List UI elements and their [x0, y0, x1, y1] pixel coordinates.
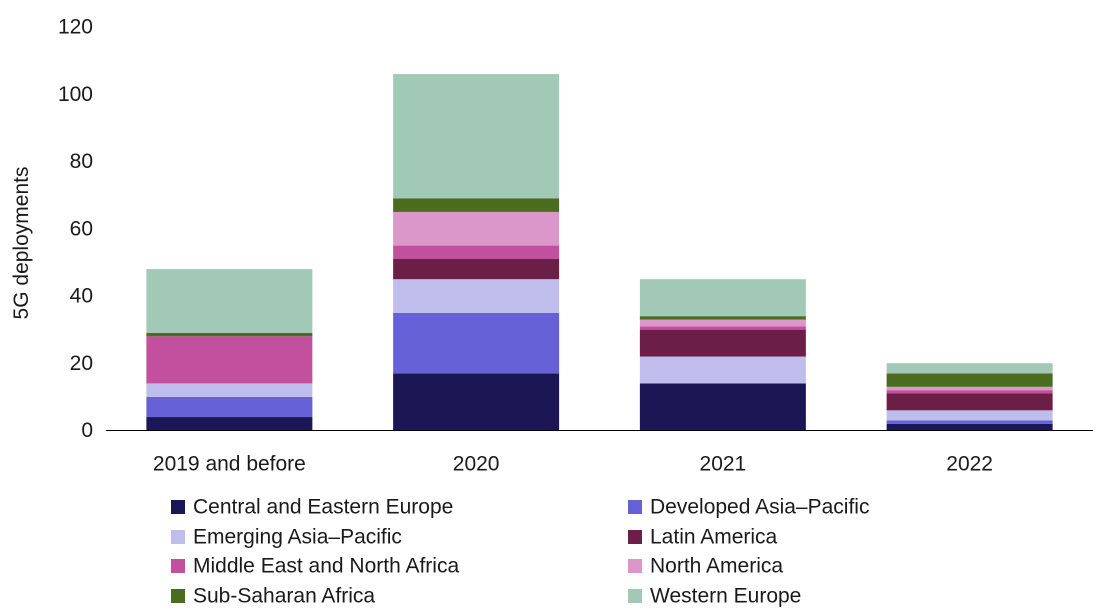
bar-segment	[146, 417, 313, 431]
legend-swatch	[628, 589, 642, 603]
bars	[146, 74, 1053, 431]
y-tick-label: 0	[81, 419, 93, 442]
bar-segment	[393, 373, 560, 431]
y-axis-ticks: 0 20 40 60 80 100 120	[58, 16, 93, 443]
bar-segment	[393, 245, 560, 260]
legend-label: Emerging Asia–Pacific	[193, 526, 402, 549]
legend-swatch	[171, 530, 185, 544]
x-tick-label: 2020	[453, 453, 500, 476]
legend-item: Emerging Asia–Pacific	[171, 526, 402, 549]
legend-item: Developed Asia–Pacific	[628, 496, 869, 519]
bar-segment	[393, 198, 560, 212]
y-tick-label: 40	[70, 285, 93, 308]
x-axis-ticks: 2019 and before 2020 2021 2022	[153, 453, 993, 476]
bar-segment	[886, 393, 1053, 411]
legend-swatch	[171, 500, 185, 514]
legend-swatch	[171, 589, 185, 603]
y-axis-title: 5G deployments	[10, 167, 33, 320]
bar-segment	[393, 312, 560, 374]
bar-segment	[886, 410, 1053, 421]
legend-label: Middle East and North Africa	[193, 555, 459, 578]
bar-segment	[639, 329, 806, 357]
bar-segment	[146, 336, 313, 384]
bar-segment	[886, 386, 1053, 391]
legend-swatch	[628, 559, 642, 573]
bar-segment	[146, 332, 313, 337]
bar-segment	[146, 383, 313, 397]
bar-segment	[639, 356, 806, 384]
bar-segment	[886, 363, 1053, 374]
bar-segment	[886, 423, 1053, 431]
legend-item: North America	[628, 555, 783, 578]
bar-segment	[393, 279, 560, 313]
legend-item: Middle East and North Africa	[171, 555, 459, 578]
bar-segment	[393, 74, 560, 199]
y-tick-label: 60	[70, 217, 93, 240]
legend-label: Developed Asia–Pacific	[650, 496, 869, 519]
bar-segment	[639, 326, 806, 330]
legend-item: Central and Eastern Europe	[171, 496, 453, 519]
legend-swatch	[628, 500, 642, 514]
x-tick-label: 2019 and before	[153, 453, 306, 476]
legend-label: Western Europe	[650, 585, 801, 608]
y-tick-label: 80	[70, 150, 93, 173]
bar-segment	[393, 259, 560, 280]
legend: Central and Eastern Europe Developed Asia…	[171, 496, 869, 608]
bar-segment	[639, 279, 806, 317]
bar-segment	[886, 373, 1053, 387]
x-tick-label: 2022	[946, 453, 993, 476]
legend-swatch	[171, 559, 185, 573]
bar-segment	[639, 319, 806, 327]
y-tick-label: 20	[70, 352, 93, 375]
bar-segment	[639, 316, 806, 320]
legend-label: North America	[650, 555, 783, 578]
bar-segment	[393, 211, 560, 246]
bar-segment	[886, 390, 1053, 394]
legend-item: Western Europe	[628, 585, 801, 608]
y-tick-label: 120	[58, 16, 93, 39]
legend-item: Latin America	[628, 526, 778, 549]
legend-label: Central and Eastern Europe	[193, 496, 453, 519]
bar-segment	[886, 420, 1053, 424]
legend-swatch	[628, 530, 642, 544]
legend-label: Latin America	[650, 526, 778, 549]
bar-segment	[639, 383, 806, 431]
y-tick-label: 100	[58, 83, 93, 106]
legend-label: Sub-Saharan Africa	[193, 585, 375, 608]
x-tick-label: 2021	[700, 453, 747, 476]
bar-segment	[146, 269, 313, 333]
bar-segment	[146, 396, 313, 418]
legend-item: Sub-Saharan Africa	[171, 585, 375, 608]
